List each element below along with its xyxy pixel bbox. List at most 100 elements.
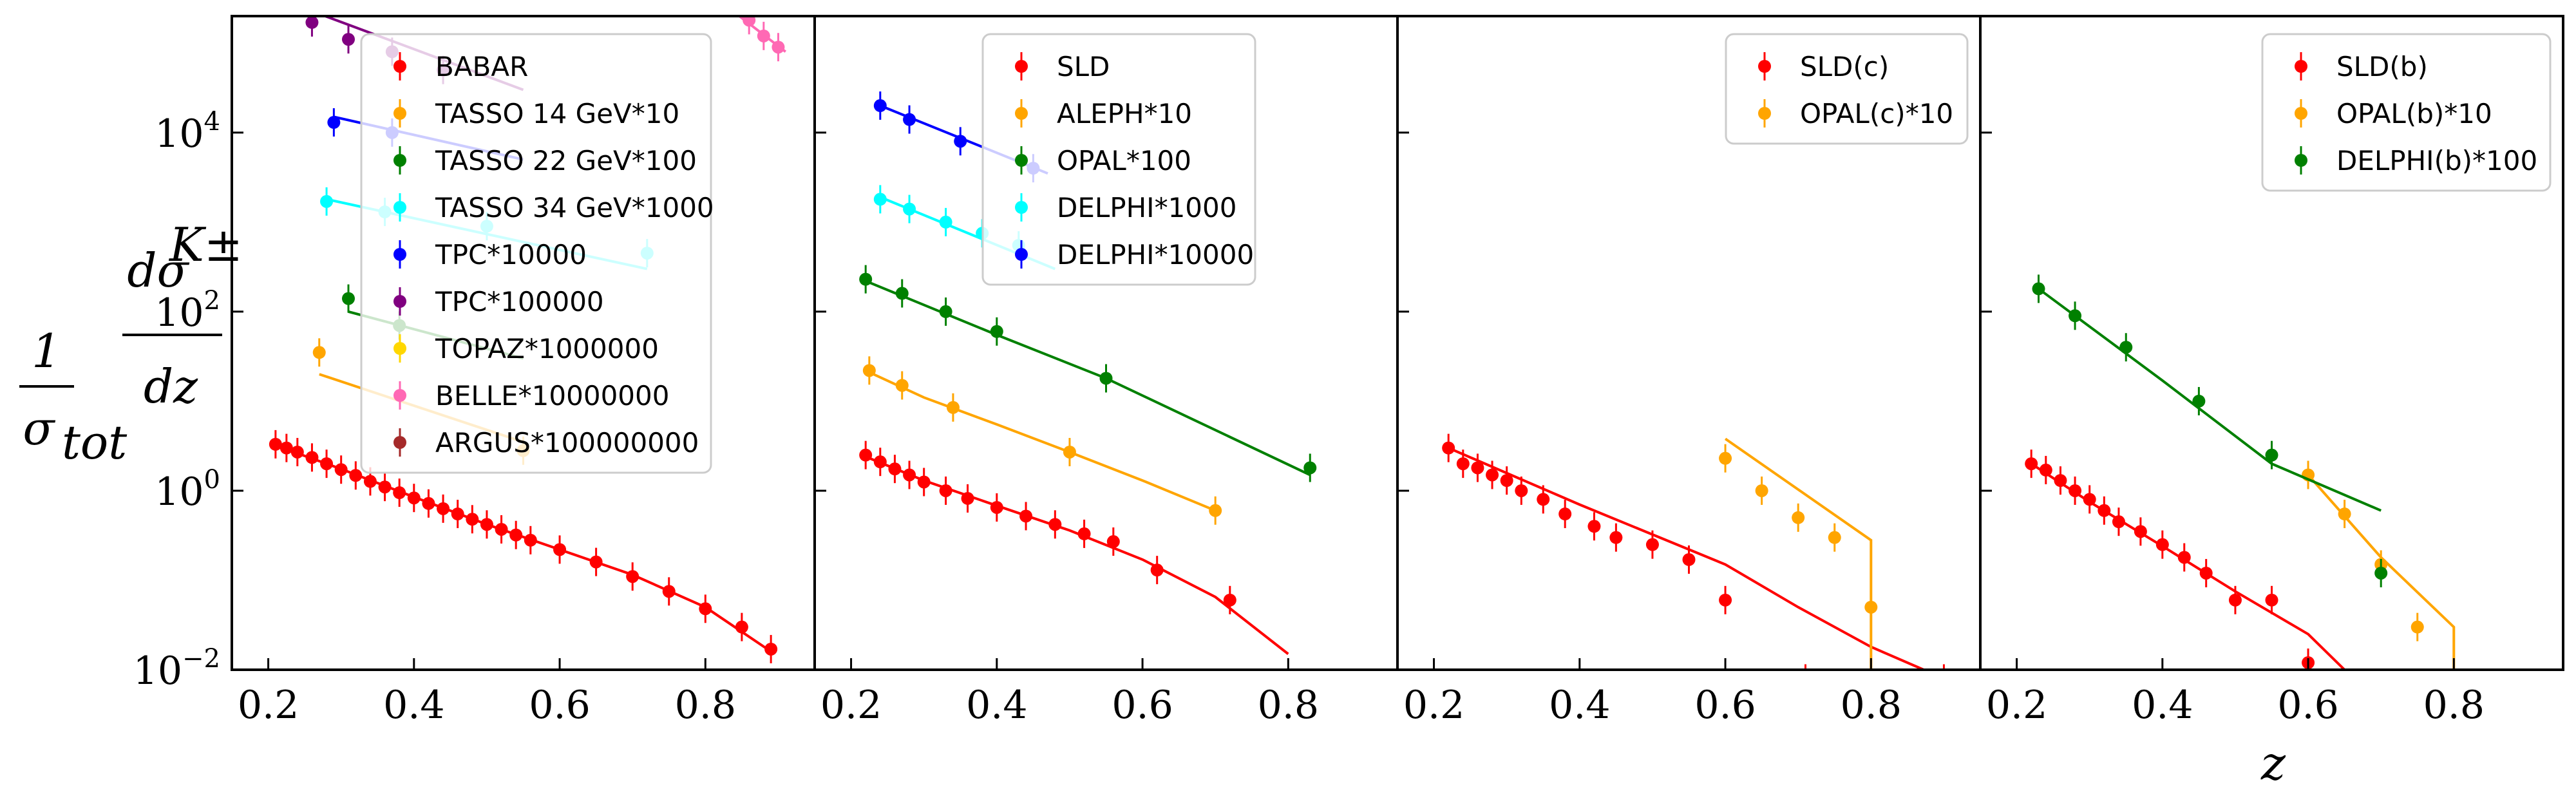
- data-point: [1063, 445, 1076, 459]
- data-point: [743, 16, 756, 27]
- data-point: [2265, 448, 2278, 462]
- y-tick-exponent: 2: [204, 286, 220, 316]
- x-tick-label: 0.4: [1549, 683, 1610, 728]
- data-point: [903, 468, 916, 482]
- data-point: [1442, 441, 1455, 455]
- x-tick-label: 0.4: [966, 683, 1027, 728]
- data-point: [2265, 593, 2278, 607]
- legend: BABAR TASSO 14 GeV*10 TASSO 22 GeV*100 TASS…: [360, 33, 714, 474]
- data-point: [939, 215, 952, 229]
- legend-entry-label: SLD(b): [2336, 51, 2428, 82]
- ylabel-dsigma: dσ: [127, 243, 189, 298]
- legend-box: [981, 33, 1256, 286]
- legend-marker: [1015, 107, 1028, 120]
- x-tick-label: 0.2: [820, 683, 882, 728]
- data-point: [2119, 341, 2133, 354]
- legend-marker: [1015, 201, 1028, 214]
- data-point: [764, 642, 778, 656]
- data-point: [1558, 507, 1572, 521]
- legend: SLD(c) OPAL(c)*10: [1725, 33, 1969, 145]
- fit-line: [1448, 446, 1927, 670]
- fit-line: [1724, 437, 1873, 670]
- legend-entry-label: TASSO 14 GeV*10: [435, 98, 679, 129]
- legend-entry-label: OPAL(c)*10: [1800, 98, 1953, 129]
- data-point: [1223, 593, 1236, 607]
- data-point: [480, 518, 493, 531]
- data-point: [1682, 553, 1696, 566]
- legend-entry-label: TOPAZ*1000000: [435, 333, 659, 365]
- y-axis-label: 1 σ tot dσ K± dz: [19, 218, 243, 469]
- legend-entry-label: DELPHI*1000: [1057, 192, 1236, 223]
- legend-entry-label: OPAL(b)*10: [2336, 98, 2492, 129]
- data-point: [305, 16, 319, 29]
- data-point: [895, 379, 909, 392]
- legend-marker: [2295, 154, 2307, 167]
- y-tick-exponent: −2: [182, 644, 220, 674]
- data-point: [903, 113, 916, 126]
- data-point: [553, 543, 567, 556]
- data-point: [524, 533, 537, 547]
- data-point: [320, 457, 334, 471]
- fit-line: [2038, 287, 2382, 512]
- y-tick-label: 100: [155, 465, 220, 515]
- data-point: [859, 272, 873, 286]
- data-point: [509, 528, 523, 542]
- data-point: [2069, 309, 2082, 323]
- data-point: [1048, 518, 1062, 531]
- legend-marker: [393, 389, 406, 402]
- data-point: [342, 33, 355, 46]
- data-point: [2112, 515, 2125, 529]
- legend-marker: [393, 342, 406, 355]
- ylabel-sigma: σ: [23, 401, 55, 455]
- data-point: [589, 555, 603, 569]
- data-point: [290, 445, 304, 459]
- data-point: [342, 292, 355, 305]
- legend-entry-label: BABAR: [435, 51, 528, 82]
- x-tick-label: 0.4: [383, 683, 444, 728]
- data-point: [1792, 511, 1805, 524]
- x-tick-label: 0.4: [2132, 683, 2193, 728]
- y-tick-exponent: 0: [204, 465, 220, 495]
- data-point: [393, 486, 406, 500]
- data-point: [862, 364, 876, 377]
- legend-marker: [1758, 60, 1771, 73]
- y-tick-exponent: 4: [204, 107, 220, 137]
- data-point: [437, 502, 450, 515]
- legend-marker: [1015, 248, 1028, 261]
- legend-marker: [393, 107, 406, 120]
- data-point: [939, 305, 952, 318]
- data-point: [990, 500, 1003, 514]
- x-tick-label: 0.8: [2423, 683, 2485, 728]
- data-point: [305, 451, 319, 464]
- data-point: [1486, 468, 1499, 482]
- plot-area: [1442, 433, 1945, 685]
- data-point: [1019, 509, 1033, 523]
- data-point: [2039, 463, 2052, 477]
- data-point: [466, 513, 479, 526]
- ylabel-sigma-sub: tot: [62, 415, 128, 469]
- x-tick-label: 0.6: [2277, 683, 2338, 728]
- data-point: [1537, 493, 1550, 506]
- data-point: [269, 437, 282, 451]
- x-tick-label: 0.8: [1841, 683, 1902, 728]
- fit-line: [2031, 462, 2345, 670]
- x-tick-label: 0.8: [1258, 683, 1319, 728]
- data-point: [888, 462, 902, 476]
- x-tick-label: 0.2: [238, 683, 299, 728]
- data-point: [327, 116, 341, 129]
- legend-marker: [2295, 60, 2307, 73]
- data-point: [1799, 672, 1812, 685]
- data-point: [662, 585, 676, 598]
- data-point: [699, 602, 712, 616]
- data-point: [873, 99, 887, 113]
- plot-area: [2025, 274, 2456, 670]
- data-point: [495, 522, 508, 536]
- data-point: [873, 455, 887, 469]
- data-point: [363, 475, 377, 488]
- legend-marker: [393, 60, 406, 73]
- data-point: [2228, 593, 2242, 607]
- y-tick-label: 102: [155, 286, 220, 336]
- panel-2: 0.2 0.4 0.6 0.8 SLD ALEPH*10 OPAL*100 DELPHI*10…: [813, 15, 1399, 728]
- x-tick-label: 0.8: [675, 683, 736, 728]
